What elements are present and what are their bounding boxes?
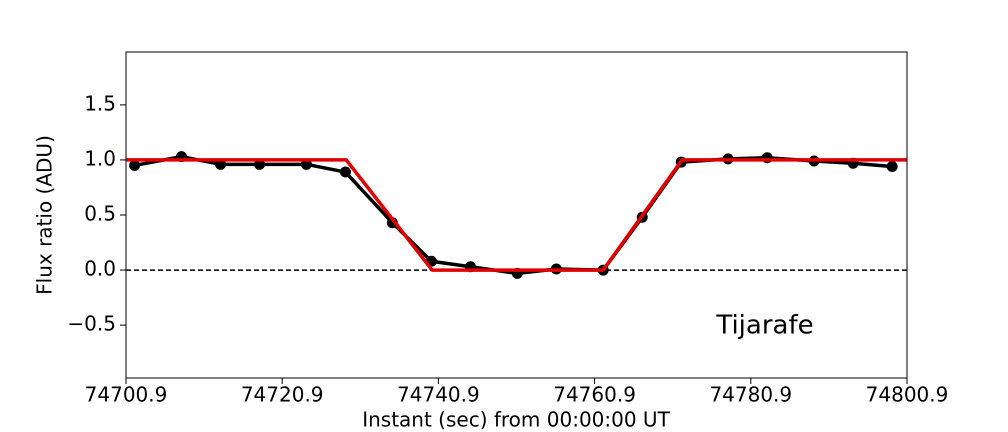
y-axis-label: Flux ratio (ADU) — [33, 135, 57, 295]
y-tick-label: −0.5 — [67, 312, 116, 336]
y-tick-label: 0.0 — [84, 257, 116, 281]
data-point — [339, 166, 351, 178]
x-tick-label: 74700.9 — [85, 383, 168, 407]
series-line — [134, 154, 893, 276]
data-point — [129, 159, 141, 171]
x-axis-label: Instant (sec) from 00:00:00 UT — [362, 408, 670, 432]
x-tick-label: 74740.9 — [397, 383, 480, 407]
series-line — [126, 158, 907, 272]
plot-frame — [125, 51, 908, 379]
y-tick-label: 1.5 — [84, 91, 116, 115]
x-tick-label: 74780.9 — [709, 383, 792, 407]
x-tick-label: 74760.9 — [553, 383, 636, 407]
x-tick-label: 74720.9 — [241, 383, 324, 407]
x-tick-label: 74800.9 — [866, 383, 949, 407]
y-tick-label: 1.0 — [84, 146, 116, 170]
y-tick-label: 0.5 — [84, 202, 116, 226]
annotation: Tijarafe — [715, 311, 813, 341]
data-point — [886, 161, 898, 173]
